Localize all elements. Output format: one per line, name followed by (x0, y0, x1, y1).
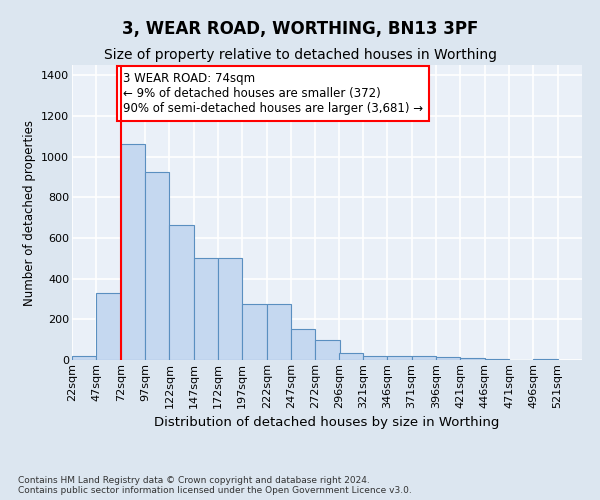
Bar (291, 330, 316, 360)
Text: 3 WEAR ROAD: 74sqm
← 9% of detached houses are smaller (372)
90% of semi-detache: 3 WEAR ROAD: 74sqm ← 9% of detached hous… (122, 72, 423, 115)
Y-axis label: Number of detached properties: Number of detached properties (23, 120, 35, 306)
Bar (412, 356, 436, 360)
Text: Contains HM Land Registry data © Crown copyright and database right 2024.
Contai: Contains HM Land Registry data © Crown c… (18, 476, 412, 495)
Bar (97, 293, 121, 360)
Bar (363, 356, 388, 360)
Bar (242, 304, 266, 360)
Bar (218, 258, 242, 360)
Bar (485, 359, 509, 360)
Bar (338, 353, 363, 360)
Text: 3, WEAR ROAD, WORTHING, BN13 3PF: 3, WEAR ROAD, WORTHING, BN13 3PF (122, 20, 478, 38)
Bar (121, 144, 145, 360)
Bar (460, 358, 485, 360)
Bar (266, 304, 291, 360)
X-axis label: Distribution of detached houses by size in Worthing: Distribution of detached houses by size … (154, 416, 500, 429)
Bar (169, 224, 194, 360)
Text: Size of property relative to detached houses in Worthing: Size of property relative to detached ho… (104, 48, 497, 62)
Bar (436, 357, 460, 360)
Bar (194, 258, 218, 360)
Bar (145, 172, 169, 360)
Bar (72, 356, 97, 360)
Bar (388, 356, 412, 360)
Bar (316, 340, 340, 360)
